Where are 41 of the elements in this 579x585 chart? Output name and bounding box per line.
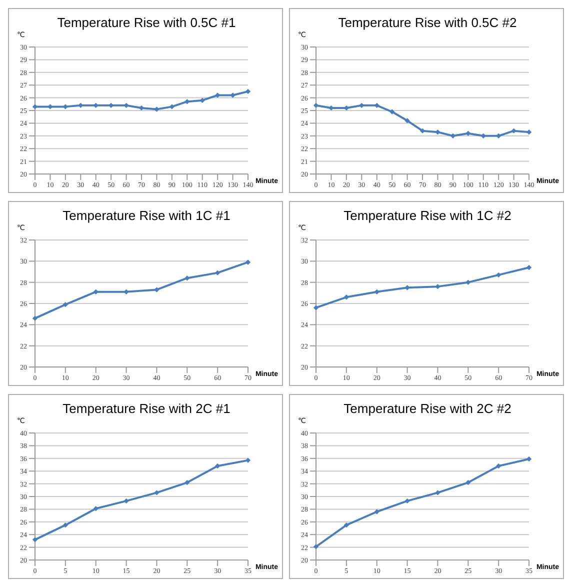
point bbox=[62, 522, 68, 528]
point bbox=[62, 302, 68, 308]
point bbox=[480, 133, 486, 138]
point bbox=[435, 490, 440, 496]
point bbox=[32, 537, 38, 542]
point bbox=[435, 129, 440, 135]
point bbox=[154, 490, 160, 496]
point bbox=[496, 272, 502, 278]
point bbox=[214, 463, 220, 469]
point bbox=[466, 480, 471, 486]
point bbox=[313, 102, 319, 108]
point bbox=[374, 509, 380, 514]
point bbox=[245, 260, 251, 265]
chart-title: Temperature Rise with 1C #1 bbox=[62, 208, 232, 223]
point bbox=[184, 276, 190, 281]
chart-title: Temperature Rise with 2C #1 bbox=[62, 401, 232, 416]
point bbox=[93, 289, 98, 294]
chart-title: Temperature Rise with 0.5C #1 bbox=[56, 15, 237, 30]
point bbox=[124, 498, 129, 504]
point bbox=[154, 106, 160, 112]
point bbox=[154, 287, 160, 292]
point bbox=[245, 458, 251, 463]
point bbox=[404, 118, 410, 124]
point bbox=[184, 480, 190, 486]
chart-title: Temperature Rise with 2C #2 bbox=[342, 401, 512, 416]
point bbox=[404, 498, 410, 504]
point bbox=[389, 109, 395, 114]
point bbox=[344, 522, 350, 528]
point bbox=[313, 305, 319, 310]
point bbox=[169, 104, 175, 110]
point bbox=[466, 130, 471, 136]
point bbox=[313, 544, 319, 550]
point bbox=[93, 506, 98, 512]
point bbox=[214, 270, 220, 276]
chart-title: Temperature Rise with 1C #2 bbox=[342, 208, 512, 223]
point bbox=[435, 284, 440, 290]
point bbox=[496, 463, 502, 469]
point bbox=[466, 280, 471, 285]
point bbox=[32, 316, 38, 321]
point bbox=[374, 289, 380, 294]
chart-title: Temperature Rise with 0.5C #2 bbox=[337, 15, 518, 30]
